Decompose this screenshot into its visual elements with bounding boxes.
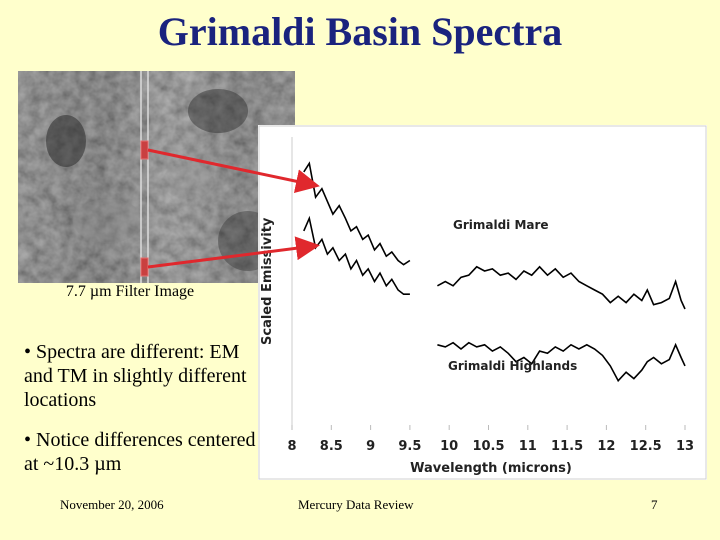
x-tick-label-4: 10 <box>440 439 458 454</box>
y-axis-label: Scaled Emissivity <box>260 217 275 345</box>
x-tick-label-7: 11.5 <box>551 439 583 454</box>
x-tick-label-6: 11 <box>519 439 537 454</box>
filter-image <box>18 71 295 283</box>
x-axis-label: Wavelength (microns) <box>410 461 572 476</box>
filter-image-caption: 7.7 µm Filter Image <box>65 283 195 300</box>
x-tick-label-9: 12.5 <box>630 439 662 454</box>
x-tick-label-0: 8 <box>287 439 296 454</box>
page-number: 7 <box>651 497 658 512</box>
bullet-spectra-different: • Spectra are different: EM and TM in sl… <box>24 341 247 411</box>
bullet-notice-differences: • Notice differences centered at ~10.3 µ… <box>24 429 256 475</box>
series-line-0-segment-1 <box>437 265 686 310</box>
footer-title: Mercury Data Review <box>298 497 414 512</box>
x-tick-label-10: 13 <box>676 439 694 454</box>
spectra-chart: 8 8.5 9 9.5 10 10.5 11 11.5 12 12.5 13 Grimaldi Ma… <box>258 125 707 480</box>
legend-label-mare: Grimaldi Mare <box>453 218 549 232</box>
footer-date: November 20, 2006 <box>60 497 164 512</box>
x-tick-label-2: 9 <box>366 439 375 454</box>
x-tick-label-3: 9.5 <box>398 439 421 454</box>
legend-label-highlands: Grimaldi Highlands <box>448 359 577 373</box>
series-line-1-segment-1 <box>437 341 686 383</box>
x-tick-label-8: 12 <box>597 439 615 454</box>
series-line-1-segment-0 <box>303 215 410 295</box>
slide-title: Grimaldi Basin Spectra <box>157 9 563 54</box>
x-tick-label-1: 8.5 <box>320 439 343 454</box>
series-line-0-segment-0 <box>303 161 411 266</box>
x-tick-label-5: 10.5 <box>472 439 504 454</box>
